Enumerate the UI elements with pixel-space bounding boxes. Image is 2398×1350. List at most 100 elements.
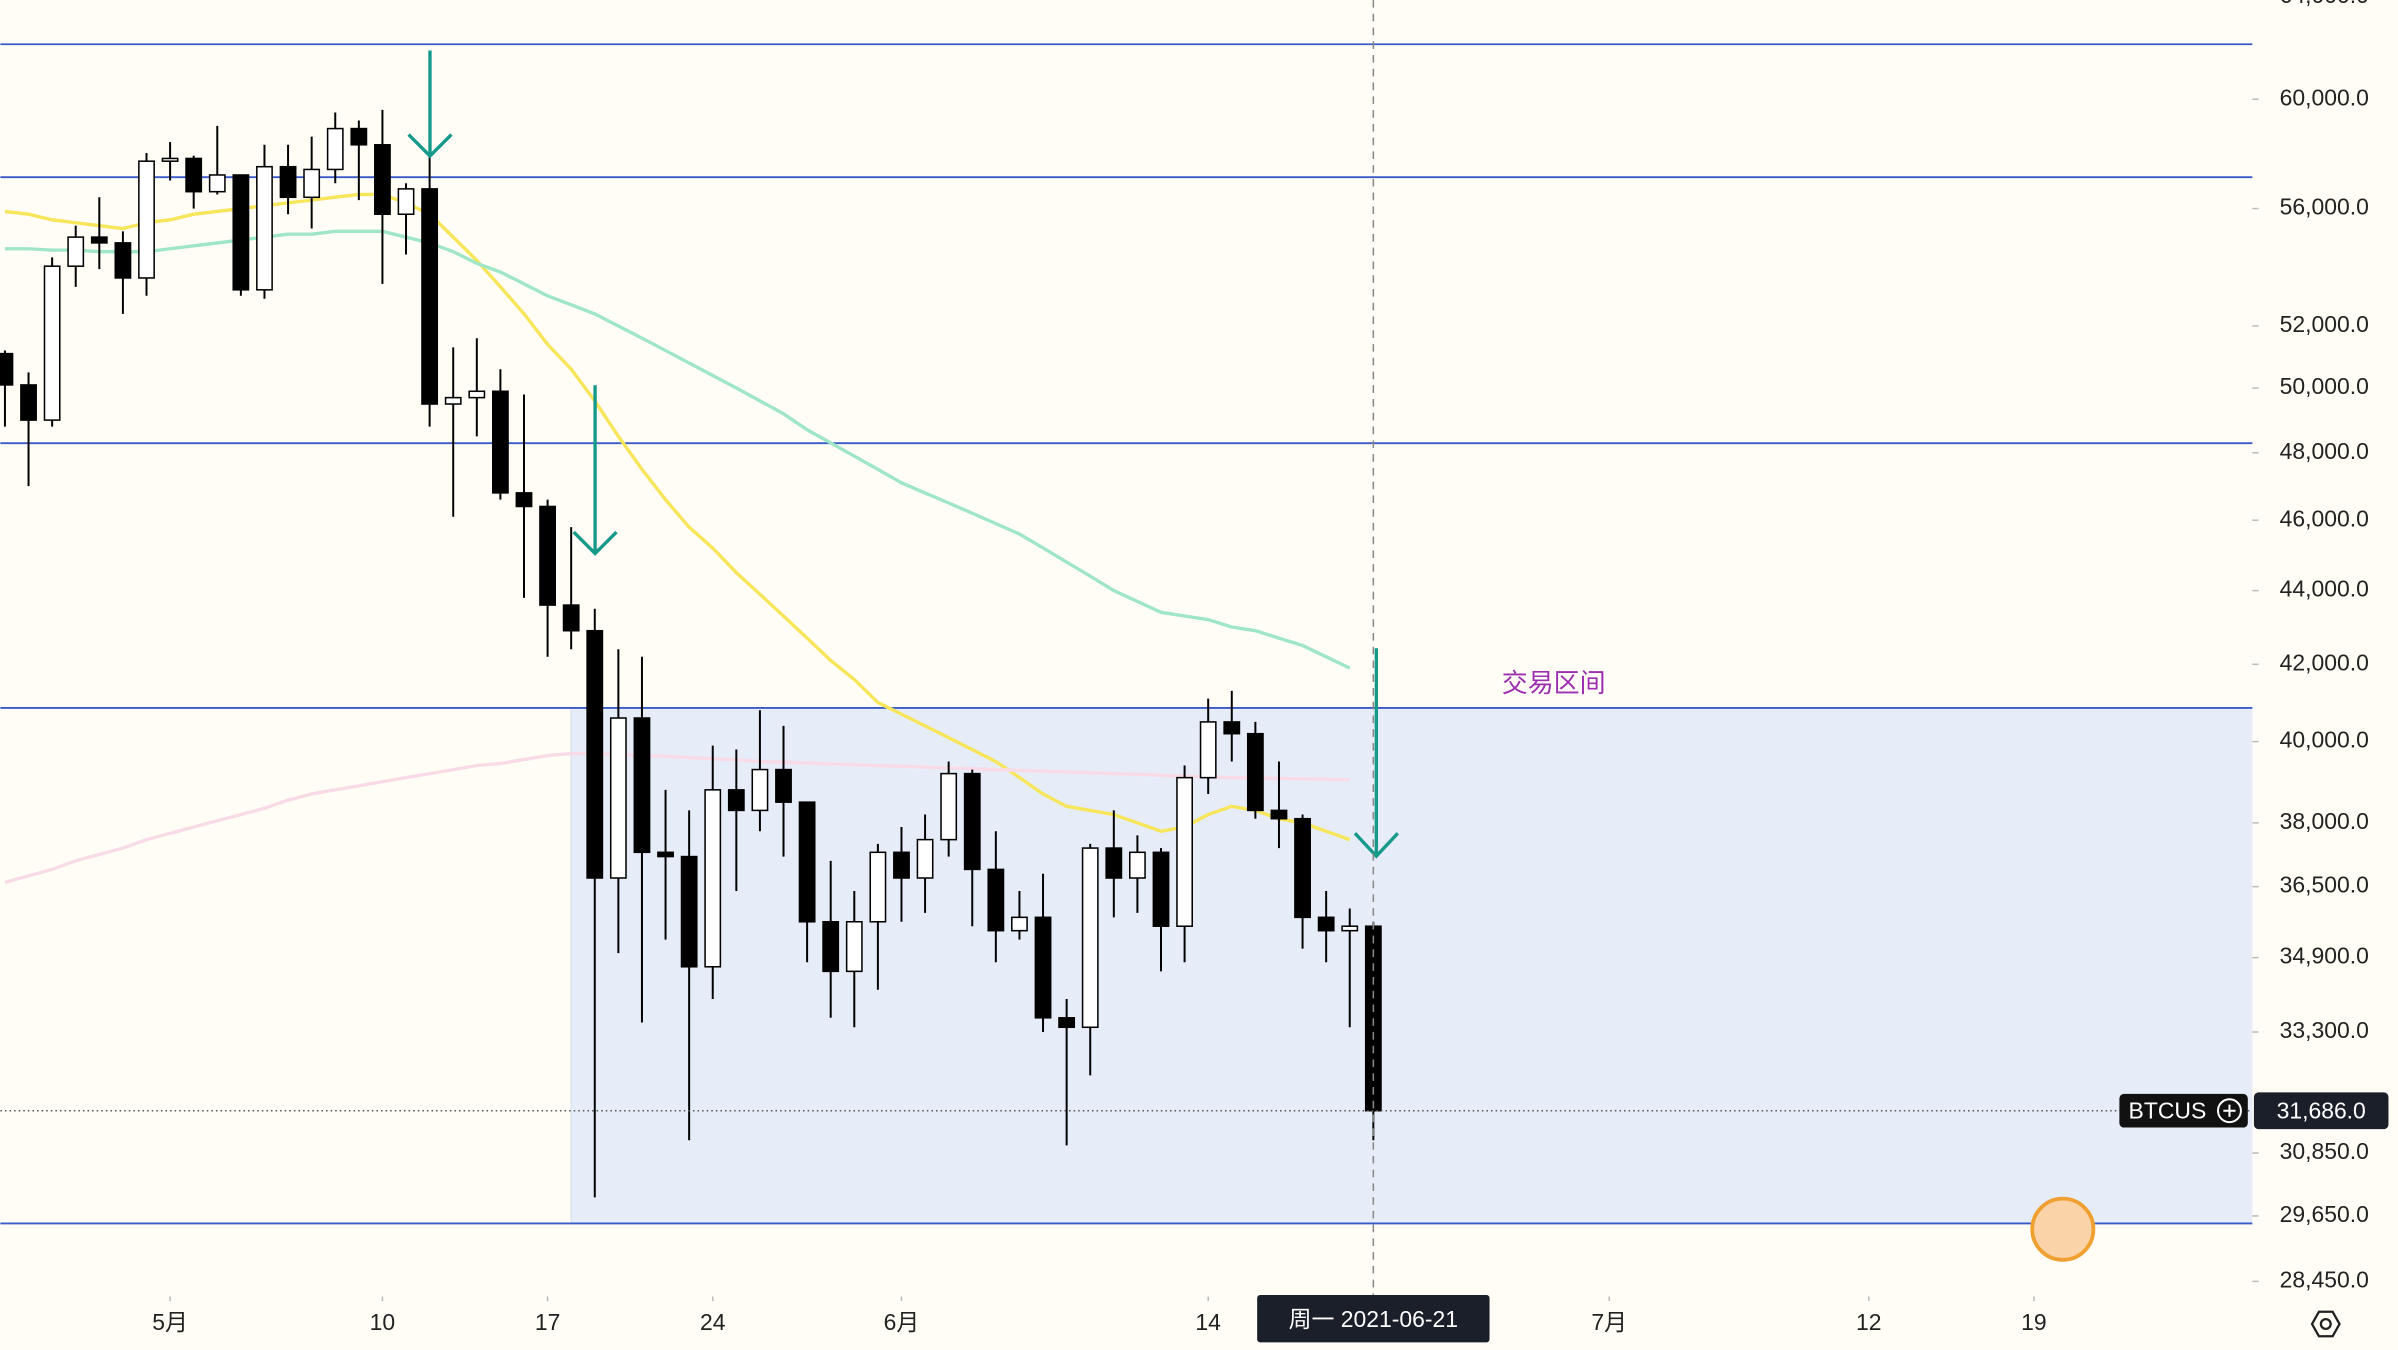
x-tick-label: 17 [535,1309,561,1335]
y-tick-label: 50,000.0 [2280,373,2369,399]
candle-body [161,157,179,162]
arrow [407,50,453,159]
candle-body [751,768,769,812]
last-price-label: 31,686.0 [2277,1097,2366,1123]
candle-body [421,188,439,405]
candle-body [704,789,722,968]
candle-body [1058,1017,1076,1029]
candle-body [491,390,509,494]
y-tick-label: 46,000.0 [2280,505,2369,531]
candle-body [539,505,556,606]
y-tick-label: 29,650.0 [2280,1201,2369,1227]
candle-body [822,921,840,973]
y-tick-label: 60,000.0 [2280,84,2369,110]
plot: 交易区间 64,000.0 60,000.0 56,000.0 52,000.0 50,0… [0,0,2369,1335]
last-price-tag [2253,1092,2389,1130]
candle-body [963,772,981,871]
candle-body [114,242,132,279]
moving-average [4,229,1351,670]
y-tick-label: 64,000.0 [2280,0,2369,8]
candle-body [680,855,698,968]
candle-body [657,851,674,858]
candle-body [232,174,250,291]
candle-body [279,165,297,199]
y-tick-label: 38,000.0 [2280,808,2369,834]
candle-body [67,236,85,267]
y-tick-label: 52,000.0 [2280,311,2369,337]
y-tick-label: 30,850.0 [2280,1138,2369,1164]
candle-body [43,265,61,421]
candle-body [916,838,934,879]
candle-body [468,390,486,399]
y-tick-label: 28,450.0 [2280,1266,2369,1292]
marker-button[interactable] [2030,1196,2096,1262]
candle-body [138,160,155,279]
candle-body [869,851,887,923]
candle-body [515,492,533,508]
candle-body [20,384,37,421]
candle-body [775,768,792,803]
candle-body [1011,916,1028,932]
candle-body [1317,916,1335,932]
candle-body [940,772,958,841]
add-icon [2223,1104,2236,1117]
x-tick-label: 6月 [884,1309,920,1335]
candle-body [350,127,368,146]
candle-body [1294,817,1311,919]
candle-body [1199,721,1217,779]
y-tick-label: 56,000.0 [2280,194,2369,220]
y-tick-label: 42,000.0 [2280,649,2369,675]
candle-body [0,352,14,386]
y-tick-label: 40,000.0 [2280,727,2369,753]
candle-body [374,144,391,215]
y-tick-label: 36,500.0 [2280,872,2369,898]
zone-label: 交易区间 [1502,668,1606,698]
symbol-label: BTCUS [2129,1097,2207,1123]
x-tick-label: 19 [2021,1309,2046,1335]
candle-body [609,717,627,879]
moving-average [4,192,1351,842]
candle-body [893,851,910,879]
y-tick-label: 48,000.0 [2280,438,2369,464]
candle-body [326,127,344,171]
settings-icon[interactable] [2310,1310,2341,1338]
x-tick-label: 7月 [1591,1309,1627,1335]
candle-body [1341,925,1359,932]
candle-body [798,801,816,923]
candle-body [1270,809,1288,820]
arrow [572,385,618,556]
add-button[interactable] [2217,1098,2242,1124]
candle-body [1034,916,1052,1019]
candle-body [1223,721,1241,735]
candle-body [1176,776,1194,927]
candle-body [987,868,1005,932]
candle-body [90,236,108,244]
candle-body [1105,847,1123,879]
candle-body [1152,851,1170,927]
y-tick-label: 34,900.0 [2280,943,2369,969]
candle-body [397,188,415,215]
x-tick-label: 14 [1195,1309,1221,1335]
candle-body [444,396,462,405]
crosshair-tag [1257,1294,1490,1343]
add-icon [2217,1098,2242,1124]
y-tick-label: 33,300.0 [2280,1017,2369,1043]
y-tick-label: 44,000.0 [2280,576,2369,602]
candle-body [1246,732,1264,812]
candle-body [303,168,321,199]
candle-body [1129,851,1146,879]
candle-body [727,789,745,812]
candle-body [633,717,651,854]
arrow [1353,648,1399,859]
candle-body [208,174,226,193]
x-tick-label: 24 [700,1309,726,1335]
x-tick-label: 5月 [152,1309,188,1335]
x-tick-label: 10 [370,1309,395,1335]
moving-average [4,751,1350,884]
candle-body [586,629,604,879]
candle-body [1081,847,1099,1029]
candle-body [845,921,863,973]
crosshair-label: 周一 2021-06-21 [1289,1306,1458,1332]
